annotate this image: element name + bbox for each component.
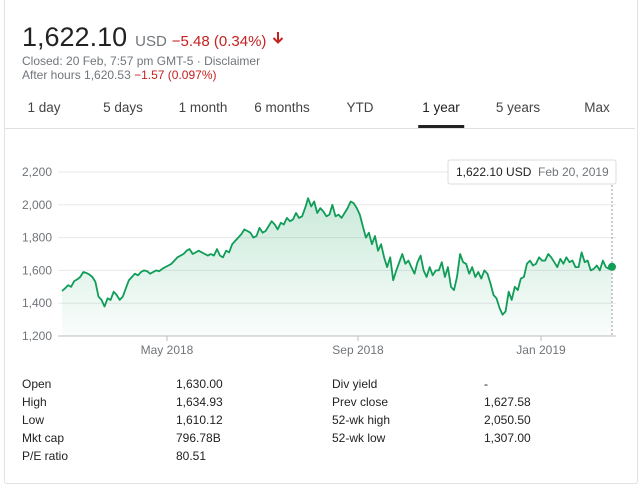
stat-value-open: 1,630.00 <box>176 377 223 391</box>
price-area <box>62 198 612 336</box>
tab-6-months[interactable]: 6 months <box>254 100 310 115</box>
stat-value-52-wk-high: 2,050.50 <box>484 413 531 427</box>
tab-ytd[interactable]: YTD <box>346 100 374 115</box>
y-tick-label: 2,200 <box>22 165 52 179</box>
currency-code: USD <box>135 33 167 50</box>
y-tick-label: 1,600 <box>22 263 52 277</box>
stat-label-open: Open <box>22 377 52 391</box>
y-tick-label: 1,200 <box>22 329 52 343</box>
stat-label-high: High <box>22 395 47 409</box>
after-hours-info: After hours 1,620.53 −1.57 (0.097%) <box>22 68 216 82</box>
tab-1-year[interactable]: 1 year <box>418 90 464 128</box>
tab-5-days[interactable]: 5 days <box>103 100 143 115</box>
stat-label-prev-close: Prev close <box>332 395 389 409</box>
after-hours-change: −1.57 (0.097%) <box>134 68 217 82</box>
stat-label-52-wk-high: 52-wk high <box>332 413 391 427</box>
stat-label-div-yield: Div yield <box>332 377 378 391</box>
closed-info: Closed: 20 Feb, 7:57 pm GMT-5 · Disclaim… <box>22 54 261 68</box>
tooltip-box <box>447 159 617 185</box>
finance-card <box>4 0 638 484</box>
tab-1-month[interactable]: 1 month <box>178 100 228 115</box>
price-chart: 2,200 2,000 1,800 1,600 1,400 1,200 May 2018 Se… <box>22 159 617 357</box>
stat-label-low: Low <box>22 413 45 427</box>
stat-value-div-yield: - <box>484 377 488 391</box>
x-tick-label: May 2018 <box>141 343 194 357</box>
y-tick-label: 1,800 <box>22 231 52 245</box>
tab-5-years[interactable]: 5 years <box>495 100 541 115</box>
current-point-marker <box>608 262 616 271</box>
chart-tooltip: 1,622.10 USD Feb 20, 2019 <box>447 159 617 185</box>
price-line <box>61 197 613 316</box>
y-tick-label: 1,400 <box>22 296 52 310</box>
stat-value-low: 1,610.12 <box>176 413 223 427</box>
tooltip-date: Feb 20, 2019 <box>538 165 609 179</box>
quote-header: 1,622.10 USD −5.48 (0.34%) <box>22 22 285 53</box>
after-hours-label: After hours 1,620.53 <box>22 68 131 82</box>
price-change: −5.48 (0.34%) <box>171 33 267 50</box>
range-tabs: 1 day 5 days 1 month 6 months YTD 1 year 5 yea… <box>5 90 635 129</box>
stat-label-mkt-cap: Mkt cap <box>22 431 65 445</box>
stat-value-p-e-ratio: 80.51 <box>176 449 207 463</box>
current-price: 1,622.10 <box>22 22 128 52</box>
stat-value-mkt-cap: 796.78B <box>176 431 221 445</box>
x-tick-label: Jan 2019 <box>516 343 566 357</box>
y-tick-label: 2,000 <box>22 198 52 212</box>
down-arrow-icon <box>273 31 284 44</box>
stat-value-high: 1,634.93 <box>176 395 223 409</box>
stat-label-p-e-ratio: P/E ratio <box>22 449 69 463</box>
stat-label-52-wk-low: 52-wk low <box>332 431 386 445</box>
tab-max[interactable]: Max <box>584 100 610 115</box>
stat-value-52-wk-low: 1,307.00 <box>484 431 531 445</box>
tooltip-value: 1,622.10 USD <box>456 165 532 179</box>
stat-value-prev-close: 1,627.58 <box>484 395 531 409</box>
tab-1-day[interactable]: 1 day <box>27 100 61 115</box>
x-tick-label: Sep 2018 <box>332 343 384 357</box>
